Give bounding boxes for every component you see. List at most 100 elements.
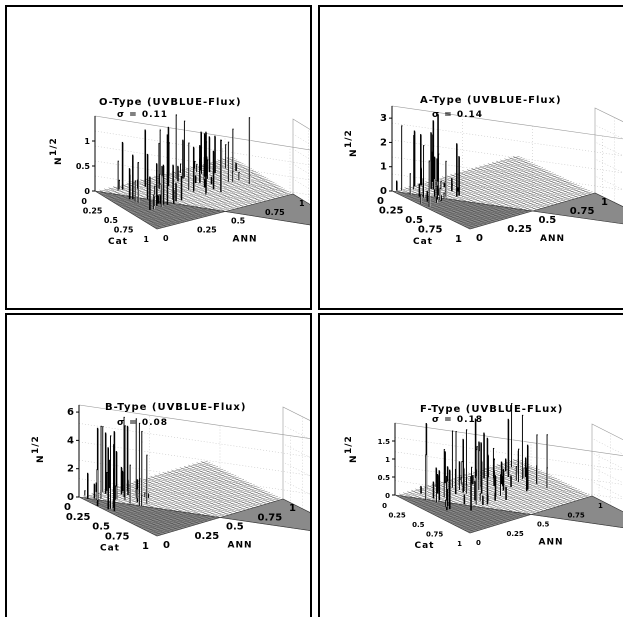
z-tick-label: 6 [67, 407, 74, 418]
ann-tick-label: 0.25 [507, 224, 532, 235]
surface-floor [94, 157, 310, 230]
ann-axis-label: ANN [538, 538, 563, 548]
wall-gridline [394, 451, 623, 485]
surface-spikes [84, 416, 149, 512]
mesh-line [192, 463, 271, 503]
mesh-line [148, 188, 285, 225]
wall-gridline [391, 122, 623, 157]
mesh-line [459, 490, 583, 529]
z-tick-label: 0 [67, 492, 74, 503]
z-tick-label: 4 [67, 435, 74, 446]
z-axis-label: N1/2 [49, 137, 64, 165]
cat-tick-label: 1 [457, 540, 462, 548]
ann-tick-label: 1 [299, 199, 305, 208]
ann-tick-label: 1 [601, 197, 608, 208]
mesh-line [496, 160, 575, 200]
ann-tick-label: 0.25 [507, 530, 524, 538]
z-tick-label: 1 [380, 162, 387, 173]
mesh-line [154, 497, 281, 535]
mesh-line [479, 165, 558, 204]
mesh-line [171, 469, 250, 510]
mesh-line [221, 158, 285, 197]
cat-tick-label: 0 [64, 502, 71, 513]
z-axis-label-base: N [349, 148, 359, 157]
mesh-line [462, 189, 588, 226]
mesh-line [508, 460, 584, 499]
mesh-line [504, 158, 583, 197]
z-tick-label: 2 [380, 137, 387, 148]
surface-spikes [117, 114, 252, 210]
ann-tick-label: 0 [476, 539, 481, 547]
wall-gridline [594, 124, 623, 139]
z-tick-label: 0.5 [76, 162, 91, 171]
ann-tick-label: 0.5 [231, 217, 246, 226]
cat-tick-label: 0.25 [83, 207, 103, 216]
wall-gridline [292, 163, 310, 175]
mesh-line [185, 167, 248, 206]
ann-tick-label: 1 [598, 502, 603, 510]
mesh-line [500, 159, 579, 198]
wall-gridline [391, 173, 623, 208]
right-back-wall [292, 118, 310, 205]
mesh-line [167, 470, 246, 511]
cat-tick-label: 0 [377, 196, 384, 207]
sigma-annotation: σ = 0.11 [117, 110, 168, 120]
wall-gridline [394, 437, 623, 471]
ann-tick-label: 0.5 [539, 215, 557, 226]
ann-axis-label: ANN [232, 235, 257, 245]
ann-tick-label: 0 [163, 234, 169, 243]
mesh-line [212, 160, 275, 199]
z-axis-label: N1/2 [344, 129, 359, 157]
mesh-line [200, 461, 279, 501]
chart-panel-b-type: 0 2 4 6 0 0.25 0.5 0.75 1 0 0.25 0.5 0.75 1 Cat ANN N 1/2… [5, 313, 312, 617]
mesh-line [464, 190, 590, 227]
cat-tick-label: 0.75 [418, 225, 443, 236]
cat-tick-label: 0.5 [92, 522, 110, 533]
z-axis-label-exponent: 1/2 [344, 129, 354, 148]
mesh-line [154, 474, 233, 514]
cat-tick-label: 0.5 [104, 216, 119, 225]
ann-tick-label: 0.75 [570, 206, 595, 217]
mesh-line [471, 168, 550, 207]
mesh-line [154, 192, 291, 228]
mesh-line [162, 472, 242, 512]
z-axis-label: N1/2 [31, 435, 46, 463]
mesh-line [466, 169, 546, 208]
ann-tick-label: 0.25 [195, 531, 220, 542]
cat-tick-label: 1 [455, 234, 462, 245]
z-tick-label: 1.5 [378, 438, 391, 446]
ann-axis-label: ANN [227, 541, 252, 551]
sigma-annotation: σ = 0.08 [117, 418, 168, 428]
wall-gridline [591, 438, 623, 455]
wall-gridline [594, 141, 623, 156]
ann-tick-label: 0.75 [265, 208, 285, 217]
mesh-line [196, 462, 275, 502]
cat-tick-label: 0.75 [114, 226, 134, 235]
z-axis-label-exponent: 1/2 [344, 435, 354, 454]
mesh-line [175, 468, 254, 508]
ann-tick-label: 1 [289, 503, 296, 514]
wall-gridline [292, 178, 310, 190]
wall-gridline [394, 465, 623, 500]
sigma-annotation: σ = 0.14 [432, 110, 483, 120]
ann-tick-label: 0 [476, 233, 483, 244]
mesh-line [467, 191, 593, 228]
surface-spikes [420, 403, 549, 511]
z-tick-label: 0.5 [378, 474, 391, 482]
surface-spikes [396, 113, 460, 207]
mesh-line [152, 191, 289, 227]
wall-gridline [591, 452, 623, 469]
chart-panel-a-type: 0 1 2 3 0 0.25 0.5 0.75 1 0 0.25 0.5 0.75 1 Cat ANN N 1/2… [318, 5, 623, 310]
ann-tick-label: 0.25 [197, 225, 217, 234]
mesh-line [462, 492, 585, 530]
mesh-line [188, 464, 267, 505]
mesh-line [179, 467, 258, 507]
mesh-line [183, 466, 263, 506]
wall-gridline [594, 158, 623, 173]
mesh-line [467, 494, 590, 532]
mesh-line [491, 162, 571, 201]
mesh-line [217, 159, 280, 198]
